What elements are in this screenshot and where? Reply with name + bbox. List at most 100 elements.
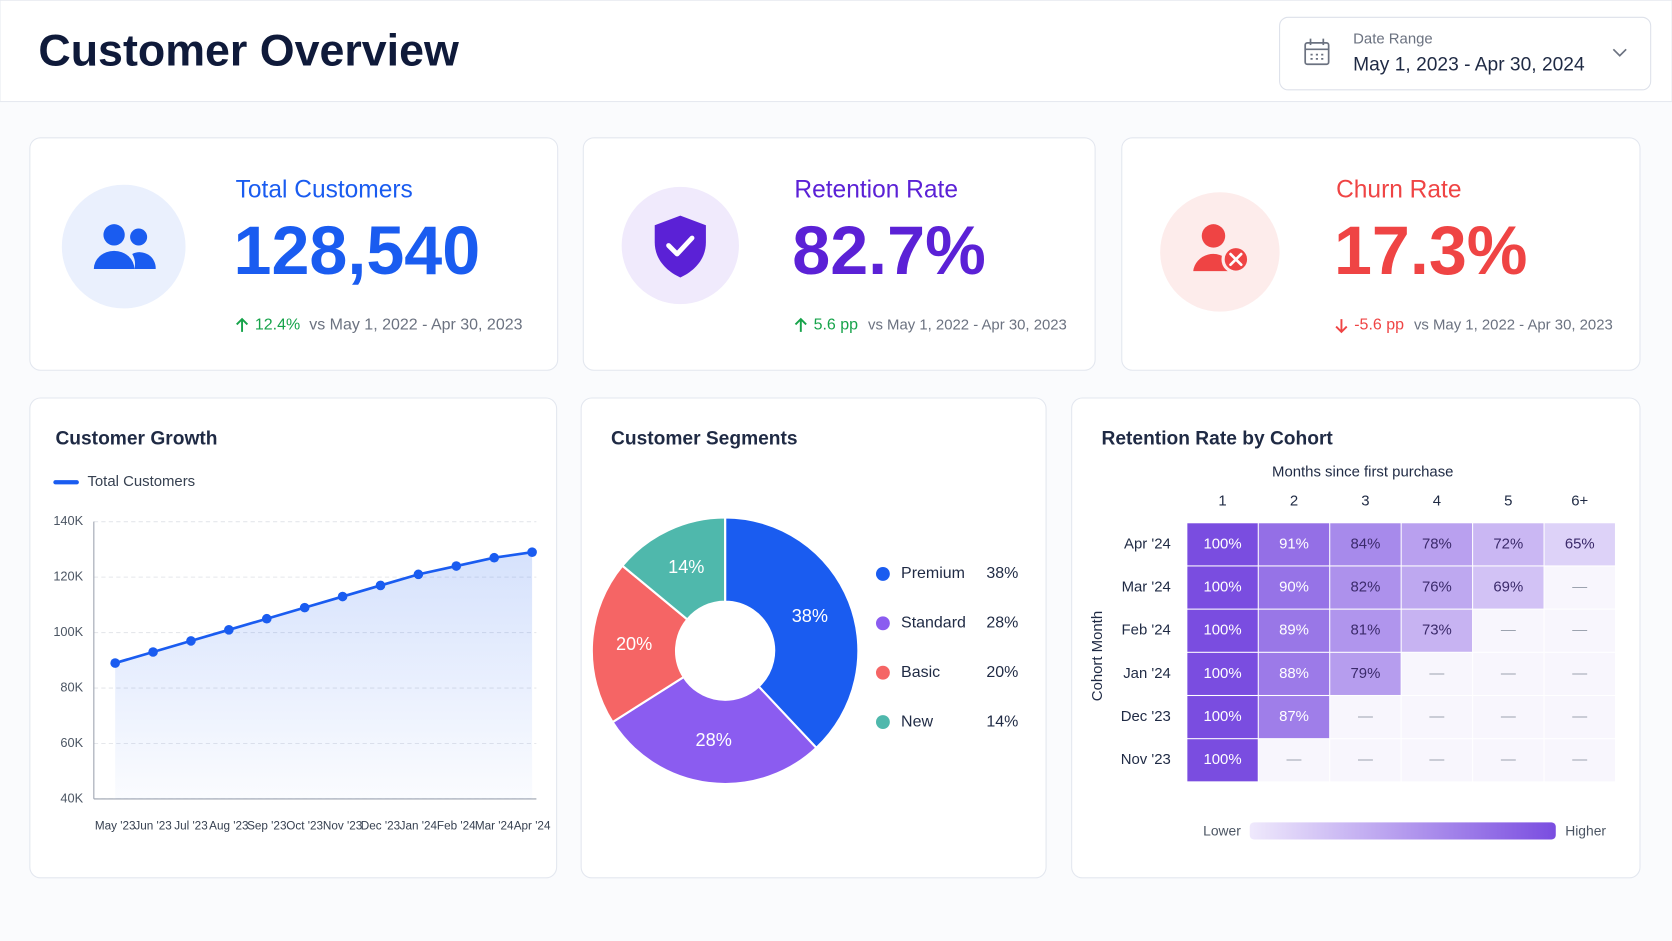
x-tick-label: Jun '23 bbox=[134, 820, 171, 833]
kpi-title: Retention Rate bbox=[794, 177, 958, 204]
row-label: Nov '23 bbox=[1121, 751, 1171, 768]
kpi-cards bbox=[29, 137, 1641, 371]
heat-cell bbox=[1258, 523, 1330, 566]
heat-cell bbox=[1187, 523, 1258, 566]
pie-slice bbox=[724, 516, 860, 750]
heat-cell bbox=[1330, 566, 1401, 609]
cell-label: — bbox=[1287, 751, 1302, 768]
icon-bg bbox=[61, 184, 186, 309]
heat-cell bbox=[1473, 523, 1544, 566]
legend-dot bbox=[875, 567, 890, 581]
cell-label: — bbox=[1572, 622, 1587, 639]
heat-cell bbox=[1473, 739, 1544, 782]
chart-title: Customer Growth bbox=[55, 429, 217, 450]
data-point bbox=[527, 547, 537, 557]
y-tick-label: 120K bbox=[53, 569, 83, 584]
cell-label: 100% bbox=[1203, 578, 1241, 595]
cell-label: 82% bbox=[1351, 578, 1381, 595]
kpi-value: 82.7% bbox=[792, 213, 985, 289]
cell-label: 69% bbox=[1493, 578, 1523, 595]
heat-cell bbox=[1473, 566, 1544, 609]
kpi-value: 17.3% bbox=[1334, 213, 1527, 289]
chart-title: Customer Segments bbox=[611, 429, 798, 450]
legend-label: Standard bbox=[901, 615, 966, 632]
users-icon bbox=[93, 224, 156, 269]
x-tick-label: Sep '23 bbox=[247, 820, 286, 833]
cell-label: 100% bbox=[1203, 622, 1241, 639]
y-tick-label: 40K bbox=[60, 790, 83, 805]
date-range-label: Date Range bbox=[1353, 31, 1433, 48]
legend-label: Total Customers bbox=[87, 473, 195, 490]
heat-cell bbox=[1473, 609, 1544, 652]
slice-label: 38% bbox=[792, 606, 828, 626]
x-tick-label: Dec '23 bbox=[361, 820, 400, 833]
cell-label: — bbox=[1572, 665, 1587, 682]
area-fill bbox=[115, 552, 533, 799]
cell-label: 84% bbox=[1351, 535, 1381, 552]
data-point bbox=[299, 602, 310, 613]
chevron bbox=[1612, 48, 1627, 57]
cell-label: 65% bbox=[1565, 535, 1595, 552]
heat-cell bbox=[1401, 652, 1473, 695]
kpi-card bbox=[29, 137, 559, 371]
delta-arrow bbox=[794, 317, 807, 332]
slice-label: 28% bbox=[696, 730, 732, 750]
cell-label: 81% bbox=[1351, 622, 1381, 639]
heat-cell bbox=[1330, 652, 1401, 695]
y-tick-label: 60K bbox=[60, 735, 83, 750]
cell-label: — bbox=[1501, 622, 1516, 639]
heat-cell bbox=[1187, 739, 1258, 782]
cell-label: 87% bbox=[1279, 708, 1309, 725]
heat-cell bbox=[1544, 523, 1615, 566]
heat-cell bbox=[1544, 696, 1615, 739]
page-title: Customer Overview bbox=[38, 25, 459, 75]
x-axis-label: Months since first purchase bbox=[1272, 464, 1453, 481]
heat-cell bbox=[1401, 696, 1473, 739]
heat-cell bbox=[1330, 696, 1401, 739]
date-box[interactable] bbox=[1279, 16, 1652, 91]
heat-cell bbox=[1544, 609, 1615, 652]
heat-cell bbox=[1330, 739, 1401, 782]
heat-cell bbox=[1258, 609, 1330, 652]
x-tick-label: Jan '24 bbox=[400, 820, 438, 833]
data-point bbox=[261, 613, 272, 624]
heat-cell bbox=[1258, 696, 1330, 739]
legend-value: 20% bbox=[986, 664, 1018, 681]
data-point bbox=[489, 552, 499, 563]
heat-cell bbox=[1544, 739, 1615, 782]
row-label: Mar '24 bbox=[1122, 578, 1171, 595]
data-point bbox=[413, 569, 424, 580]
delta-arrow bbox=[1335, 319, 1348, 334]
x-tick-label: Oct '23 bbox=[286, 820, 323, 833]
data-point bbox=[148, 647, 158, 657]
cell-label: 90% bbox=[1279, 578, 1309, 595]
y-tick-label: 80K bbox=[60, 679, 83, 694]
delta-arrow bbox=[236, 317, 249, 332]
chart-title: Retention Rate by Cohort bbox=[1102, 429, 1334, 450]
heat-cell bbox=[1473, 696, 1544, 739]
cell-label: 89% bbox=[1279, 622, 1309, 639]
kpi-delta: -5.6 pp bbox=[1354, 317, 1404, 334]
column-label: 1 bbox=[1218, 492, 1226, 509]
calendar-icon bbox=[1304, 38, 1330, 66]
row-label: Dec '23 bbox=[1121, 708, 1171, 725]
legend-value: 38% bbox=[986, 565, 1018, 582]
data-point bbox=[110, 658, 120, 668]
kpi-title: Total Customers bbox=[236, 177, 413, 204]
date-range-picker[interactable]: Date Range May 1, 2023 - Apr 30, 2024 bbox=[1279, 16, 1652, 91]
legend-value: 14% bbox=[986, 713, 1018, 730]
kpi-delta: 12.4% bbox=[255, 317, 300, 334]
data-point bbox=[186, 636, 196, 646]
kpi-comparison: vs May 1, 2022 - Apr 30, 2023 bbox=[309, 317, 522, 334]
heat-cell bbox=[1258, 652, 1330, 695]
heat-cell bbox=[1258, 739, 1330, 782]
heat-cell bbox=[1258, 566, 1330, 609]
row-label: Feb '24 bbox=[1122, 622, 1171, 639]
column-label: 5 bbox=[1504, 492, 1512, 509]
cell-label: — bbox=[1429, 708, 1444, 725]
heat-cell bbox=[1401, 609, 1473, 652]
pie-slice bbox=[590, 564, 689, 724]
cell-label: 91% bbox=[1279, 535, 1309, 552]
x-tick-label: Mar '24 bbox=[475, 820, 514, 833]
